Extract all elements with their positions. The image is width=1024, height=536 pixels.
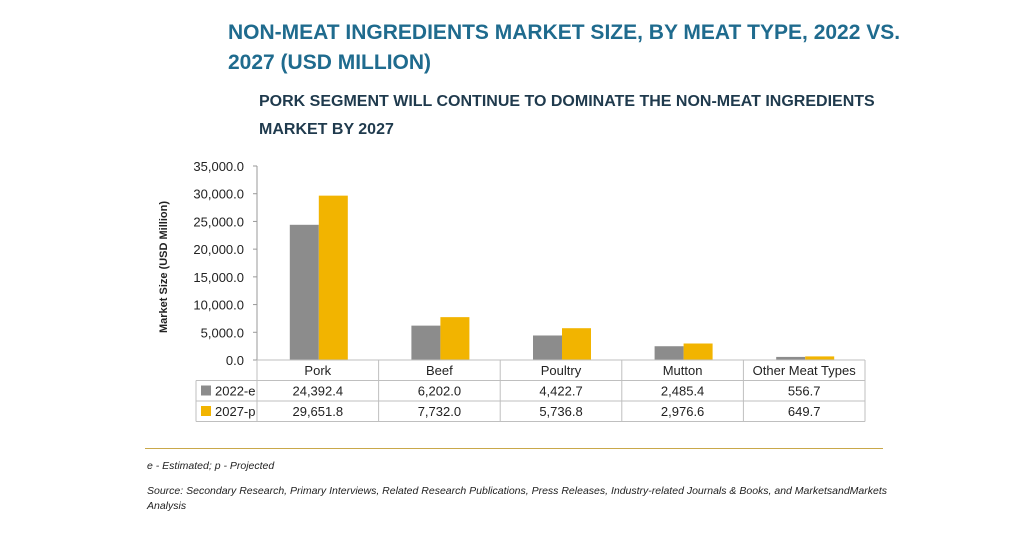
chart-subtitle: PORK SEGMENT WILL CONTINUE TO DOMINATE T… [259, 93, 875, 138]
legend-note: e - Estimated; p - Projected [147, 460, 275, 472]
data-label: 24,392.4 [292, 384, 343, 399]
category-label: Other Meat Types [753, 363, 857, 378]
bar-2022-e-other-meat-types [776, 356, 806, 360]
y-tick-label: 35,000.0 [193, 159, 244, 174]
data-label: 6,202.0 [418, 384, 461, 399]
y-tick-label: 20,000.0 [193, 242, 244, 257]
data-label: 29,651.8 [292, 404, 343, 419]
data-label: 4,422.7 [539, 384, 582, 399]
bar-2027-p-other-meat-types [805, 356, 835, 360]
bar-2022-e-poultry [533, 335, 562, 360]
y-tick-label: 10,000.0 [193, 298, 244, 313]
legend-swatch-2022-e [201, 385, 211, 396]
data-label: 556.7 [788, 384, 821, 399]
bar-2027-p-mutton [683, 343, 713, 360]
data-label: 2,976.6 [661, 404, 704, 419]
data-label: 5,736.8 [539, 404, 582, 419]
bar-2027-p-poultry [562, 328, 591, 360]
data-label: 649.7 [788, 404, 821, 419]
bar-2027-p-beef [440, 317, 470, 360]
bar-2022-e-beef [411, 325, 441, 360]
data-label: 7,732.0 [418, 404, 461, 419]
bar-2022-e-mutton [654, 346, 684, 360]
category-label: Poultry [541, 363, 582, 378]
legend-label: 2022-e [215, 384, 255, 399]
y-tick-label: 0.0 [226, 353, 244, 368]
legend-label: 2027-p [215, 404, 255, 419]
category-label: Beef [426, 363, 453, 378]
y-tick-label: 25,000.0 [193, 214, 244, 229]
bar-2027-p-pork [318, 195, 348, 360]
category-label: Mutton [663, 363, 703, 378]
divider-rule [145, 448, 883, 449]
data-label: 2,485.4 [661, 384, 704, 399]
chart-title: NON-MEAT INGREDIENTS MARKET SIZE, BY MEA… [228, 21, 901, 74]
bar-2022-e-pork [289, 224, 319, 360]
y-tick-label: 30,000.0 [193, 187, 244, 202]
legend-swatch-2027-p [201, 406, 211, 416]
source-note: Source: Secondary Research, Primary Inte… [147, 485, 887, 512]
category-label: Pork [304, 363, 331, 378]
y-axis-label: Market Size (USD Million) [158, 201, 170, 333]
y-tick-label: 15,000.0 [193, 270, 244, 285]
y-tick-label: 5,000.0 [201, 325, 244, 340]
